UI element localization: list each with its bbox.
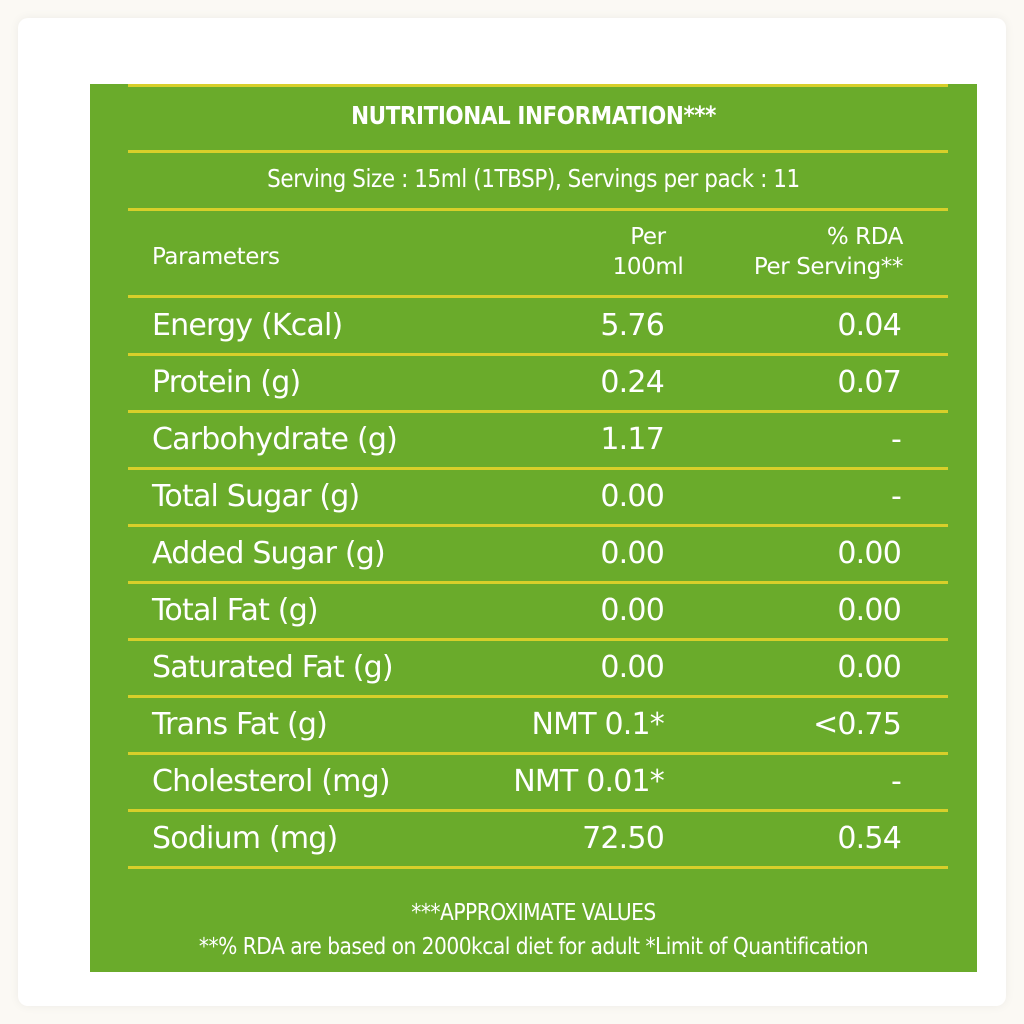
- top-rule: [128, 84, 948, 87]
- row-parameter: Trans Fat (g): [152, 707, 328, 742]
- row-parameter: Added Sugar (g): [152, 536, 386, 571]
- footnote-rda: **% RDA are based on 2000kcal diet for a…: [198, 934, 869, 960]
- row-rda: 0.07: [837, 365, 901, 400]
- title-rule: [128, 150, 948, 153]
- row-parameter: Sodium (mg): [152, 821, 338, 856]
- header-per-100ml: Per 100ml: [578, 222, 718, 282]
- row-per-100ml: NMT 0.01*: [513, 764, 665, 799]
- table-row: Trans Fat (g) NMT 0.1* <0.75: [90, 697, 977, 754]
- row-rda: 0.00: [837, 593, 901, 628]
- row-rda: 0.04: [837, 308, 901, 343]
- row-rda: 0.54: [837, 821, 901, 856]
- row-rda: 0.00: [837, 650, 901, 685]
- row-rda: <0.75: [813, 707, 902, 742]
- table-row: Protein (g) 0.24 0.07: [90, 355, 977, 412]
- row-parameter: Total Fat (g): [152, 593, 319, 628]
- header-rule: [128, 295, 948, 298]
- table-row: Total Sugar (g) 0.00 -: [90, 469, 977, 526]
- row-per-100ml: 0.00: [600, 479, 664, 514]
- header-rda-line2: Per Serving**: [753, 254, 904, 280]
- row-parameter: Total Sugar (g): [152, 479, 360, 514]
- footnote-approximate: ***APPROXIMATE VALUES: [411, 900, 656, 926]
- row-parameter: Energy (Kcal): [152, 308, 343, 343]
- header-rda: % RDA Per Serving**: [753, 222, 904, 282]
- row-parameter: Carbohydrate (g): [152, 422, 398, 457]
- table-row: Carbohydrate (g) 1.17 -: [90, 412, 977, 469]
- row-rule: [128, 866, 948, 869]
- header-per-line1: Per: [630, 224, 666, 250]
- serving-rule: [128, 208, 948, 211]
- row-rule: [128, 467, 948, 470]
- table-row: Total Fat (g) 0.00 0.00: [90, 583, 977, 640]
- row-rule: [128, 353, 948, 356]
- row-per-100ml: 5.76: [600, 308, 664, 343]
- row-rule: [128, 695, 948, 698]
- table-row: Sodium (mg) 72.50 0.54: [90, 811, 977, 868]
- table-row: Added Sugar (g) 0.00 0.00: [90, 526, 977, 583]
- row-rule: [128, 752, 948, 755]
- label-card: NUTRITIONAL INFORMATION*** Serving Size …: [18, 18, 1006, 1006]
- row-per-100ml: 0.00: [600, 650, 664, 685]
- row-rule: [128, 410, 948, 413]
- row-per-100ml: 0.24: [600, 365, 664, 400]
- row-per-100ml: 1.17: [600, 422, 664, 457]
- row-rule: [128, 638, 948, 641]
- row-per-100ml: NMT 0.1*: [531, 707, 665, 742]
- row-parameter: Cholesterol (mg): [152, 764, 391, 799]
- row-per-100ml: 0.00: [600, 536, 664, 571]
- header-parameters: Parameters: [152, 244, 280, 270]
- row-per-100ml: 72.50: [582, 821, 665, 856]
- row-rule: [128, 524, 948, 527]
- table-row: Cholesterol (mg) NMT 0.01* -: [90, 754, 977, 811]
- row-rda: -: [890, 764, 902, 799]
- header-rda-line1: % RDA: [826, 224, 904, 250]
- row-parameter: Saturated Fat (g): [152, 650, 394, 685]
- header-per-line2: 100ml: [612, 254, 684, 280]
- row-rda: -: [890, 422, 902, 457]
- table-row: Energy (Kcal) 5.76 0.04: [90, 298, 977, 355]
- row-rda: 0.00: [837, 536, 901, 571]
- serving-info: Serving Size : 15ml (1TBSP), Servings pe…: [267, 164, 800, 193]
- nutrition-panel: NUTRITIONAL INFORMATION*** Serving Size …: [90, 84, 977, 972]
- row-rule: [128, 809, 948, 812]
- row-rule: [128, 581, 948, 584]
- label-title: NUTRITIONAL INFORMATION***: [351, 101, 716, 130]
- row-parameter: Protein (g): [152, 365, 301, 400]
- row-rda: -: [890, 479, 902, 514]
- table-row: Saturated Fat (g) 0.00 0.00: [90, 640, 977, 697]
- row-per-100ml: 0.00: [600, 593, 664, 628]
